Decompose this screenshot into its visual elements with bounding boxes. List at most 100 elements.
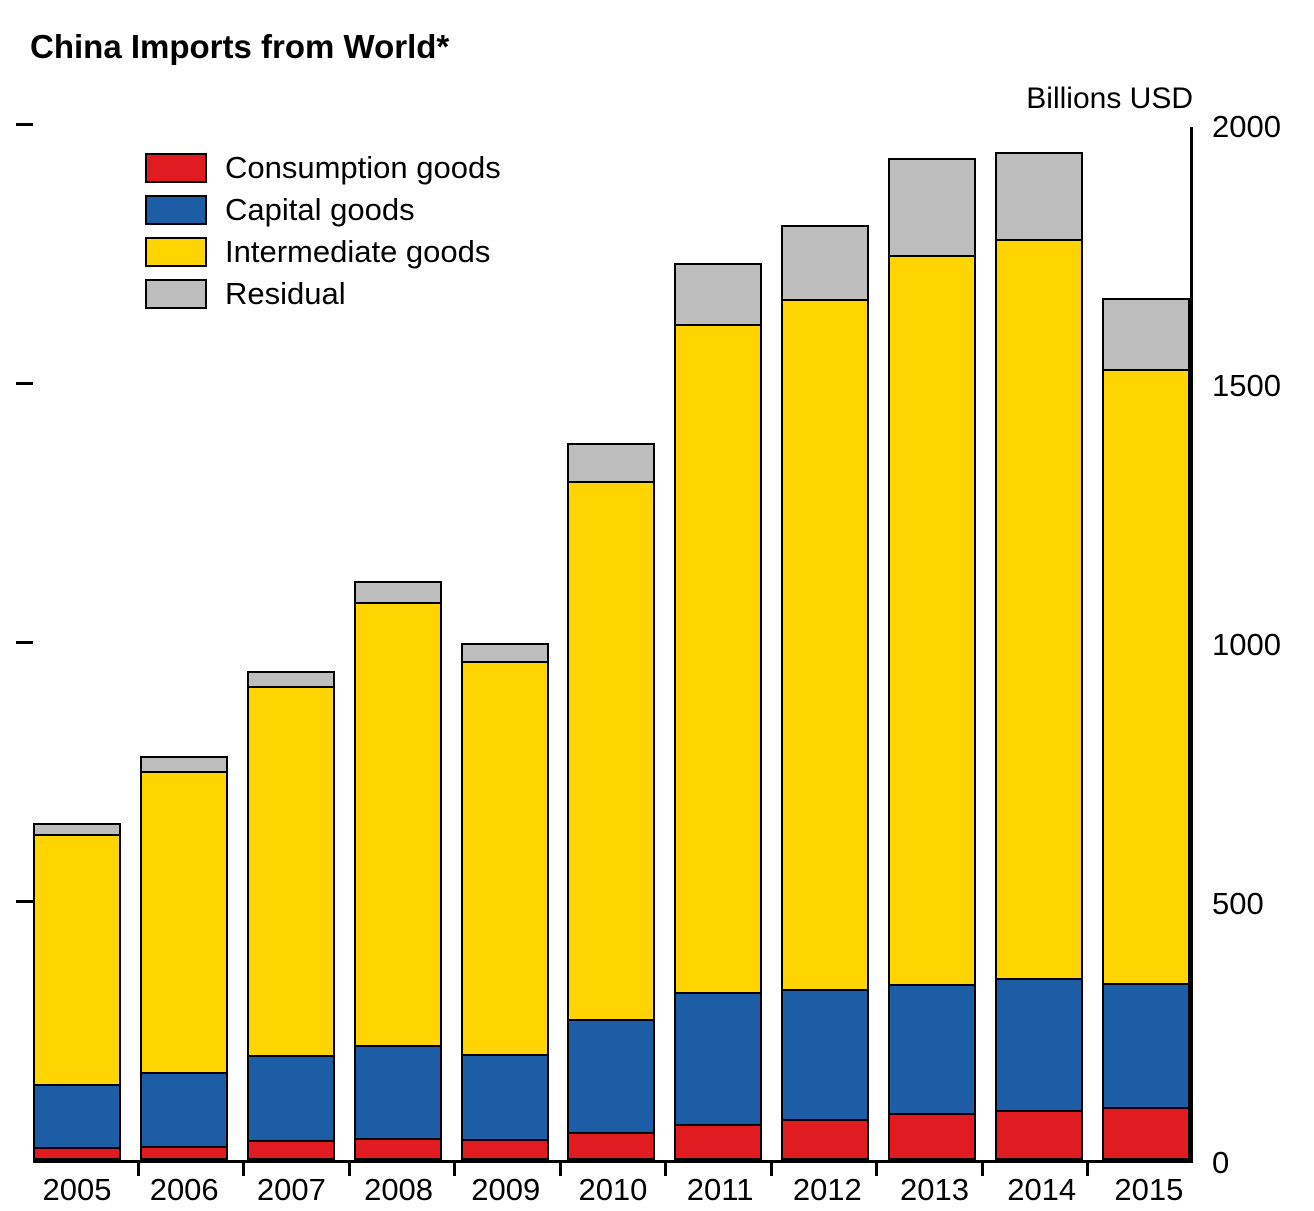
bar-segment-consumption — [674, 1123, 763, 1160]
x-axis-label-2012: 2012 — [792, 1172, 862, 1207]
bar-segment-consumption — [139, 1146, 228, 1160]
bar-segment-consumption — [888, 1113, 977, 1160]
legend-swatch-capital — [145, 195, 207, 225]
legend-row-intermediate: Intermediate goods — [145, 234, 501, 269]
bar-segment-intermediate — [246, 686, 335, 1057]
bar-2007 — [246, 670, 335, 1160]
x-axis-label-2010: 2010 — [578, 1172, 648, 1207]
bar-segment-capital — [33, 1084, 121, 1149]
x-axis-tick — [453, 1163, 457, 1176]
bar-2010 — [567, 442, 656, 1160]
x-axis-tick — [664, 1163, 668, 1176]
legend-label-residual: Residual — [225, 276, 346, 311]
x-axis-labels: 2005 2006 2007 2008 2009 2010 2011 2012 2013 2014… — [33, 1172, 1193, 1208]
bar-segment-consumption — [995, 1109, 1084, 1160]
x-axis-label-2007: 2007 — [256, 1172, 326, 1207]
bar-segment-intermediate — [888, 254, 977, 987]
bar-segment-capital — [139, 1071, 228, 1148]
bar-segment-intermediate — [781, 299, 870, 992]
bar-2015 — [1101, 297, 1190, 1160]
bar-segment-consumption — [1101, 1107, 1190, 1160]
bar-segment-residual — [995, 152, 1084, 241]
bar-segment-consumption — [460, 1139, 549, 1160]
y-axis-tick-1000 — [16, 640, 33, 644]
bar-segment-consumption — [353, 1138, 442, 1160]
y-axis-labels: 0 500 1000 1500 2000 — [1212, 109, 1312, 1180]
bar-segment-consumption — [781, 1118, 870, 1160]
bar-segment-residual — [674, 263, 763, 327]
bar-segment-residual — [781, 224, 870, 302]
x-axis-ticks — [33, 1163, 1193, 1177]
x-axis-label-2005: 2005 — [42, 1172, 112, 1207]
y-axis-label-1000: 1000 — [1212, 627, 1281, 662]
bar-segment-capital — [1101, 983, 1190, 1110]
legend-row-capital: Capital goods — [145, 192, 501, 227]
bar-segment-capital — [781, 989, 870, 1121]
x-axis-tick — [980, 1163, 984, 1176]
bar-segment-intermediate — [995, 238, 1084, 980]
x-axis-label-2014: 2014 — [1007, 1172, 1077, 1207]
y-axis-unit-label: Billions USD — [1026, 82, 1193, 115]
bar-segment-intermediate — [567, 480, 656, 1021]
y-axis-tick-2000 — [16, 122, 33, 126]
y-axis-label-500: 500 — [1212, 886, 1264, 921]
bar-segment-residual — [567, 442, 656, 483]
bar-segment-capital — [353, 1045, 442, 1141]
bar-segment-intermediate — [139, 770, 228, 1074]
bar-segment-intermediate — [33, 833, 121, 1087]
legend-row-consumption: Consumption goods — [145, 150, 501, 185]
bar-segment-consumption — [567, 1131, 656, 1160]
x-axis-tick — [347, 1163, 351, 1176]
bar-2012 — [781, 224, 870, 1160]
x-axis-tick — [558, 1163, 562, 1176]
legend: Consumption goods Capital goods Intermedia… — [145, 150, 501, 319]
bar-2008 — [353, 581, 442, 1160]
bar-segment-residual — [353, 581, 442, 604]
bar-segment-residual — [888, 158, 977, 257]
bar-segment-capital — [674, 992, 763, 1126]
x-axis-label-2009: 2009 — [471, 1172, 541, 1207]
bar-segment-capital — [995, 977, 1084, 1112]
chart-title: China Imports from World* — [30, 28, 450, 65]
bar-2011 — [674, 263, 763, 1160]
x-axis-tick — [875, 1163, 879, 1176]
y-axis-tick-500 — [16, 899, 33, 903]
bar-segment-capital — [888, 984, 977, 1116]
legend-swatch-intermediate — [145, 237, 207, 267]
bar-segment-intermediate — [460, 661, 549, 1057]
bar-segment-intermediate — [674, 324, 763, 995]
y-axis-label-0: 0 — [1212, 1145, 1230, 1180]
legend-swatch-residual — [145, 279, 207, 309]
legend-label-consumption: Consumption goods — [225, 150, 501, 185]
bar-segment-capital — [246, 1054, 335, 1142]
bar-segment-residual — [1101, 297, 1190, 371]
y-axis-label-2000: 2000 — [1212, 109, 1281, 144]
bar-2014 — [995, 152, 1084, 1160]
bar-2006 — [139, 756, 228, 1160]
x-axis-label-2006: 2006 — [149, 1172, 219, 1207]
x-axis-tick — [769, 1163, 773, 1176]
bar-segment-residual — [460, 642, 549, 664]
bar-2009 — [460, 642, 549, 1160]
bar-segment-intermediate — [1101, 368, 1190, 986]
legend-swatch-consumption — [145, 153, 207, 183]
x-axis-tick — [242, 1163, 246, 1176]
x-axis-tick — [1086, 1163, 1089, 1176]
bar-segment-consumption — [246, 1139, 335, 1160]
bar-2005 — [33, 822, 121, 1160]
bar-segment-capital — [460, 1054, 549, 1142]
plot-area: Consumption goods Capital goods Intermedia… — [16, 122, 1193, 1163]
x-axis-label-2013: 2013 — [900, 1172, 969, 1207]
y-axis-tick-1500 — [16, 381, 33, 385]
y-axis-label-1500: 1500 — [1212, 368, 1281, 403]
legend-label-capital: Capital goods — [225, 192, 415, 227]
bar-segment-intermediate — [353, 601, 442, 1048]
legend-row-residual: Residual — [145, 276, 501, 311]
bar-segment-capital — [567, 1019, 656, 1134]
legend-label-intermediate: Intermediate goods — [225, 234, 491, 269]
bar-segment-consumption — [33, 1147, 121, 1160]
x-axis-label-2008: 2008 — [364, 1172, 434, 1207]
x-axis-tick — [137, 1163, 140, 1176]
bar-2013 — [888, 158, 977, 1160]
